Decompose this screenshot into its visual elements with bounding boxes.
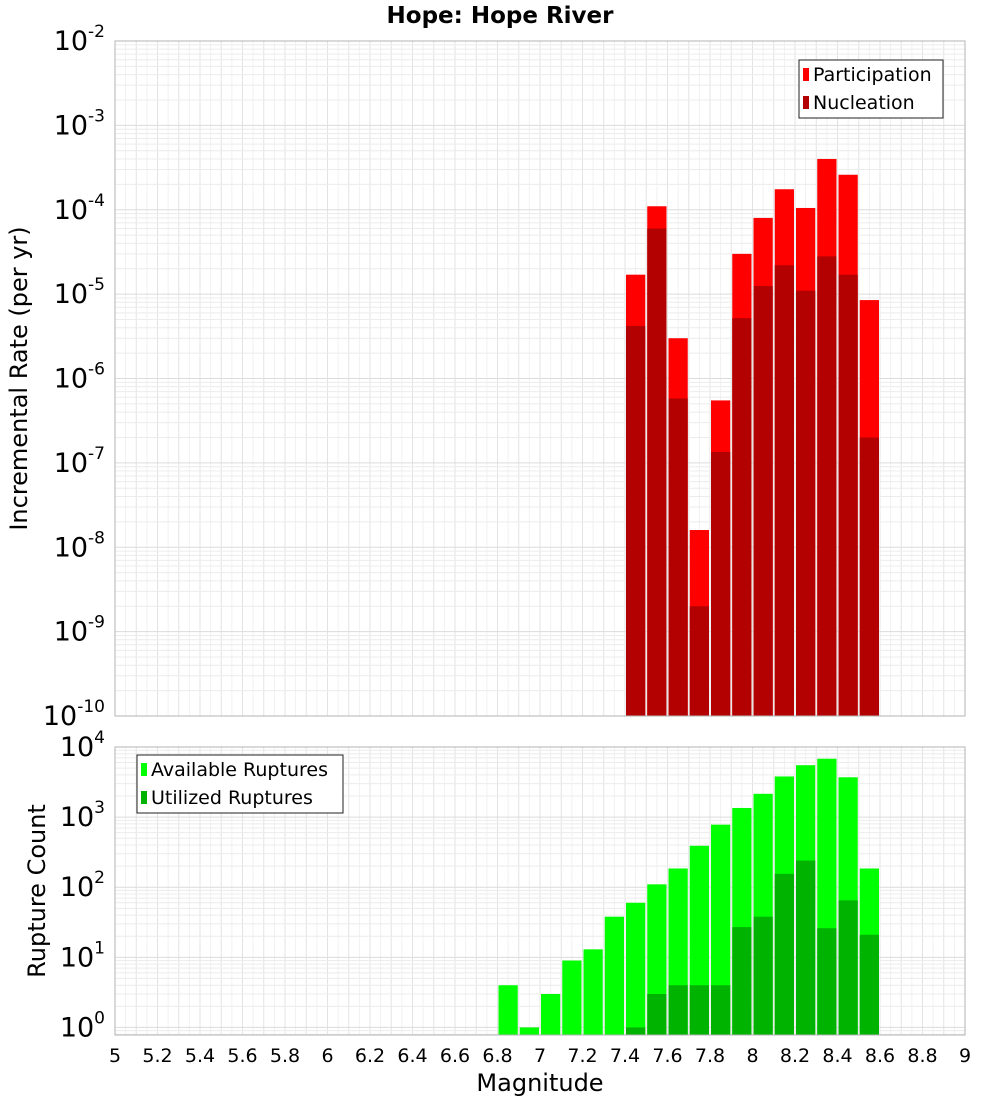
bar — [817, 256, 837, 716]
y-tick-label: 101 — [60, 938, 105, 973]
bar — [668, 398, 688, 716]
x-tick-label: 6 — [321, 1045, 333, 1067]
bar — [732, 318, 752, 716]
bar — [668, 985, 688, 1035]
y-tick-label: 100 — [60, 1008, 105, 1043]
bar — [711, 451, 731, 716]
x-tick-label: 9 — [959, 1045, 971, 1067]
bar — [647, 993, 667, 1035]
bar — [626, 902, 646, 1035]
y-tick-label: 10-8 — [54, 528, 105, 563]
x-axis-label: Magnitude — [476, 1069, 603, 1097]
legend-swatch — [141, 791, 147, 804]
bar — [541, 993, 561, 1035]
bar — [859, 437, 879, 716]
legend-swatch — [141, 763, 147, 776]
y-tick-label: 10-2 — [54, 22, 105, 57]
bar — [647, 228, 667, 716]
bar — [519, 1027, 539, 1035]
x-tick-label: 7 — [534, 1045, 546, 1067]
x-tick-label: 5.4 — [185, 1045, 215, 1067]
x-tick-label: 6.6 — [440, 1045, 470, 1067]
x-tick-label: 8.4 — [822, 1045, 852, 1067]
legend-swatch — [803, 68, 809, 81]
bar — [796, 860, 816, 1035]
y-tick-label: 10-7 — [54, 444, 105, 479]
x-tick-label: 8.6 — [865, 1045, 895, 1067]
y-tick-label: 104 — [60, 728, 105, 763]
bar — [711, 985, 731, 1035]
y-tick-label: 102 — [60, 868, 105, 903]
y-tick-label: 10-4 — [54, 191, 105, 226]
gridlines — [114, 40, 966, 717]
y-tick-label: 10-9 — [54, 613, 105, 648]
bar — [626, 1027, 646, 1035]
x-tick-label: 5.6 — [227, 1045, 257, 1067]
x-tick-label: 7.8 — [695, 1045, 725, 1067]
bar — [817, 928, 837, 1035]
x-tick-label: 6.4 — [397, 1045, 427, 1067]
x-tick-label: 8.8 — [907, 1045, 937, 1067]
bar — [689, 606, 709, 716]
x-tick-label: 7.2 — [567, 1045, 597, 1067]
legend-label: Nucleation — [813, 92, 915, 114]
legend: Available Ruptures Utilized Ruptures — [136, 754, 344, 814]
legend-swatch — [803, 96, 809, 109]
x-tick-label: 7.4 — [610, 1045, 640, 1067]
bar — [689, 985, 709, 1035]
legend-label: Participation — [813, 64, 932, 86]
legend: Participation Nucleation — [798, 59, 944, 119]
bar — [838, 900, 858, 1035]
x-tick-label: 5.8 — [270, 1045, 300, 1067]
bar — [774, 265, 794, 716]
legend-label: Available Ruptures — [151, 759, 328, 781]
bar — [753, 916, 773, 1035]
x-tick-label: 8 — [746, 1045, 758, 1067]
legend-box — [798, 59, 944, 119]
bar — [774, 873, 794, 1035]
bar — [838, 274, 858, 716]
bar — [732, 927, 752, 1035]
x-tick-label: 5 — [109, 1045, 121, 1067]
chart-title: Hope: Hope River — [387, 3, 615, 29]
bar — [796, 290, 816, 716]
bar — [711, 824, 731, 1035]
y-axis-label: Incremental Rate (per yr) — [5, 226, 33, 530]
x-tick-label: 5.2 — [142, 1045, 172, 1067]
x-tick-label: 6.8 — [482, 1045, 512, 1067]
bar — [583, 949, 603, 1035]
bar — [604, 916, 624, 1035]
bar — [562, 960, 582, 1035]
x-tick-label: 6.2 — [355, 1045, 385, 1067]
y-axis-label: Rupture Count — [23, 804, 51, 978]
series-2 — [626, 860, 879, 1035]
x-tick-label: 8.2 — [780, 1045, 810, 1067]
bar — [753, 285, 773, 716]
plot-frame — [114, 746, 966, 1036]
bar — [859, 934, 879, 1035]
panel-2: 100 101 102 103 104 Rupture Count 5 5.2 5.4 5.6 5.… — [23, 728, 971, 1097]
plot-frame — [114, 40, 966, 717]
y-tick-label: 10-3 — [54, 106, 105, 141]
legend-box — [136, 754, 344, 814]
bar — [498, 985, 518, 1035]
x-tick-label: 7.6 — [652, 1045, 682, 1067]
y-tick-label: 103 — [60, 798, 105, 833]
y-tick-label: 10-6 — [54, 360, 105, 395]
bar — [626, 325, 646, 716]
legend-label: Utilized Ruptures — [151, 787, 313, 809]
series-2 — [626, 228, 879, 716]
y-tick-label: 10-5 — [54, 275, 105, 310]
y-tick-label: 10-10 — [43, 697, 105, 732]
panel-1: 10-10 10-9 10-8 10-7 10-6 10-5 10-4 10-3 10-2 Inc… — [5, 3, 966, 732]
